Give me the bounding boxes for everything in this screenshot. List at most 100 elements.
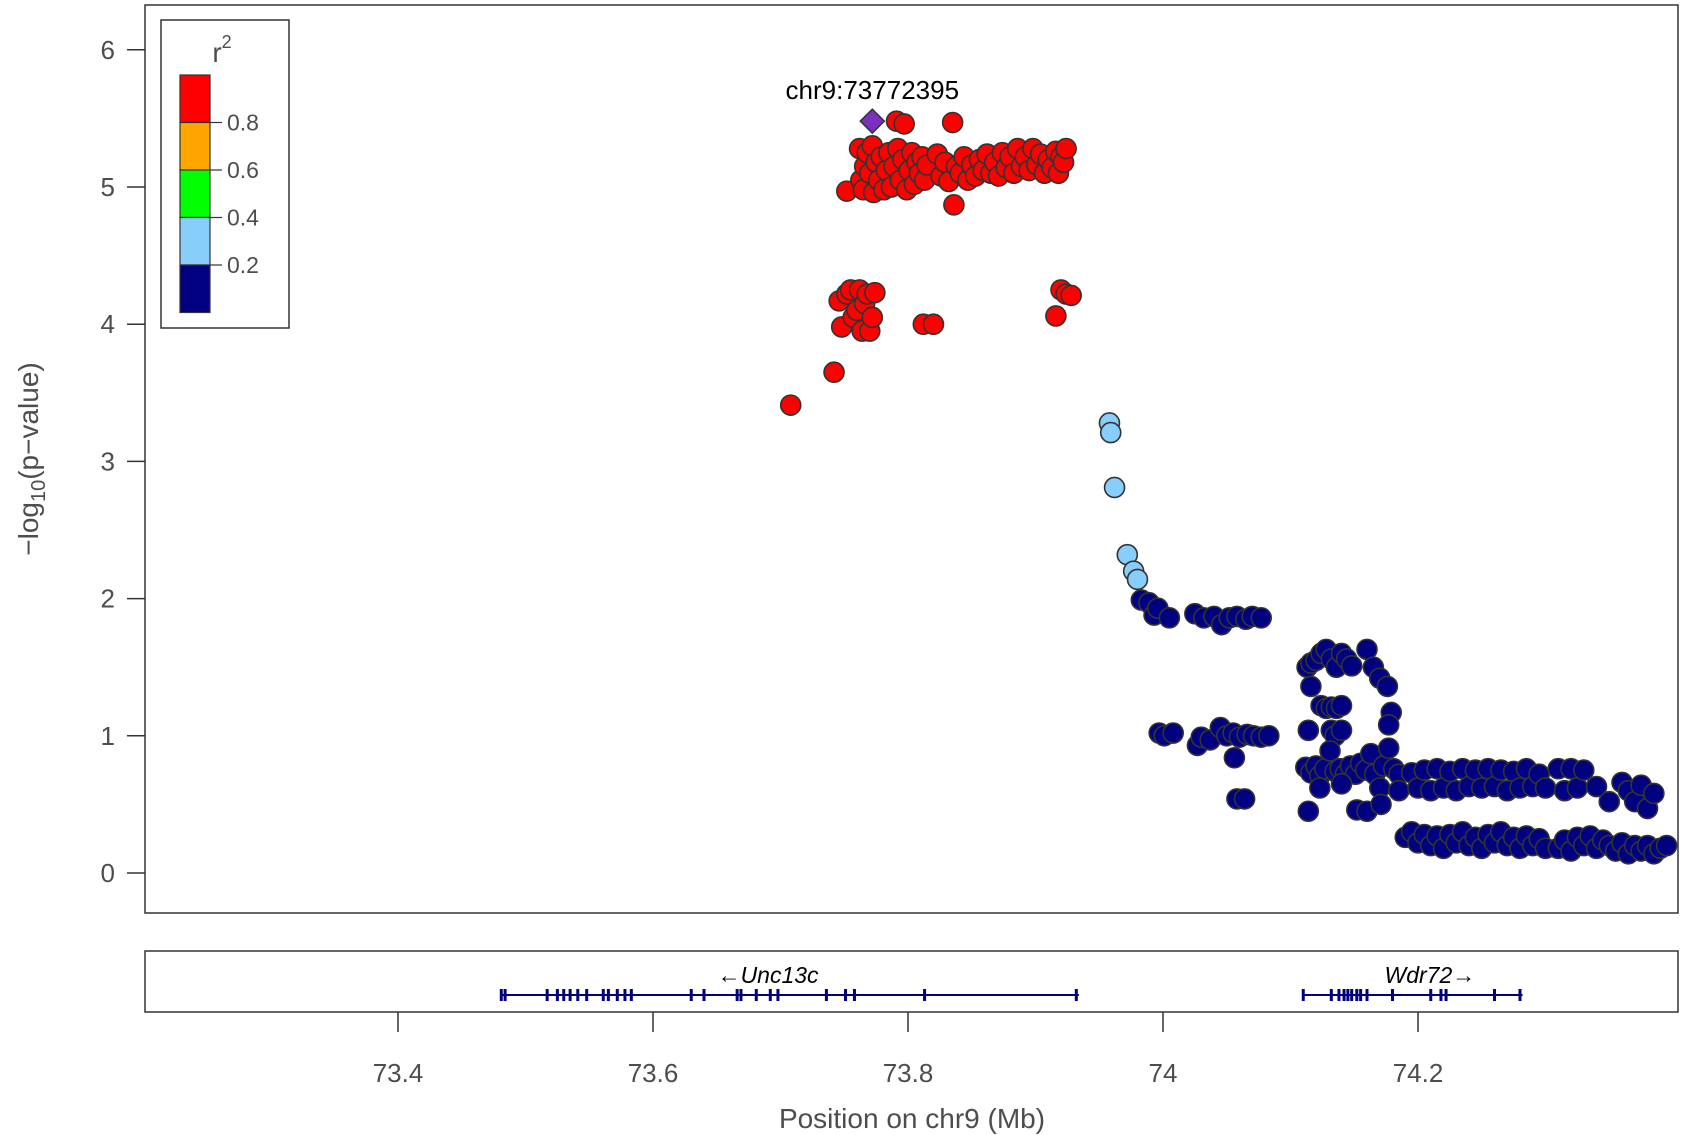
lead-snp-marker [859, 108, 886, 135]
data-point [1330, 773, 1353, 795]
y-tick-label: 3 [101, 446, 115, 476]
gene-exon [1391, 989, 1394, 1001]
data-point [1643, 782, 1665, 805]
gene-exon [606, 989, 610, 1001]
y-tick-label: 6 [101, 35, 115, 65]
data-point [922, 313, 945, 336]
data-point [1356, 638, 1378, 661]
gene-strand-arrow: ← [718, 962, 741, 988]
data-point [1319, 740, 1341, 762]
gene-track-frame [144, 950, 1679, 1013]
gene-exon [1439, 989, 1443, 1001]
data-point [1377, 737, 1400, 759]
gene-label: Wdr72→ [1385, 962, 1476, 988]
data-point [1233, 788, 1256, 810]
x-axis: 73.4 73.6 73.8 74 74.2 [373, 1012, 1444, 1088]
y-axis-title: −log10(p−value) [13, 362, 50, 555]
gene-exon [1342, 989, 1346, 1001]
data-point [1060, 284, 1082, 307]
data-point [1330, 694, 1353, 717]
data-point [1297, 719, 1320, 742]
data-point [861, 306, 884, 329]
legend-color-bins: 0.8 0.6 0.4 0.2 [179, 74, 259, 314]
gene-exon [585, 989, 589, 1001]
y-axis-title-sub: 10 [28, 480, 50, 502]
gene-exon [568, 989, 572, 1001]
gene-exon [623, 989, 627, 1001]
gene-exon [1429, 989, 1433, 1001]
gene-exon [545, 989, 549, 1001]
x-tick-label: 74.2 [1393, 1058, 1444, 1088]
gene-exon [824, 989, 828, 1001]
gene-exon [1337, 989, 1341, 1001]
gene-exon [1518, 989, 1522, 1001]
data-point [1585, 775, 1608, 798]
legend-bin [179, 121, 211, 171]
legend-tick-label: 0.6 [227, 157, 259, 183]
data-point [1055, 137, 1077, 160]
gene-exon [615, 989, 619, 1001]
gene-name: Wdr72 [1385, 962, 1453, 988]
data-point [1534, 777, 1557, 799]
gene-exon [739, 989, 743, 1001]
x-tick-label: 73.4 [373, 1058, 424, 1088]
x-tick-label: 74 [1149, 1058, 1178, 1088]
y-tick-label: 4 [101, 309, 115, 339]
gene-exon [844, 989, 848, 1001]
y-tick-label: 2 [101, 584, 115, 614]
data-point [1572, 759, 1595, 781]
data-point [1258, 724, 1280, 747]
gene-exon [768, 989, 772, 1001]
data-point [1655, 834, 1678, 857]
legend-tick-label: 0.4 [227, 205, 259, 231]
data-point [1300, 675, 1322, 698]
legend-title-main: r [212, 37, 221, 68]
y-tick-label: 1 [101, 721, 115, 751]
y-axis: 0 1 2 3 4 5 6 [101, 35, 145, 888]
legend-tick-label: 0.2 [227, 252, 259, 278]
x-axis-title: Position on chr9 (Mb) [779, 1103, 1045, 1134]
y-axis-title-main: −log [13, 502, 44, 556]
legend-tick-label: 0.8 [227, 110, 259, 136]
lead-snp-label: chr9:73772395 [786, 75, 959, 105]
data-point [1250, 607, 1272, 629]
data-point [1566, 777, 1589, 799]
y-tick-label: 0 [101, 858, 115, 888]
legend-title: r2 [212, 32, 231, 68]
data-point [1045, 305, 1067, 327]
data-point [1223, 746, 1246, 769]
gene-exon [1365, 989, 1369, 1001]
x-tick-label: 73.8 [883, 1058, 934, 1088]
gene-strand-arrow: → [1452, 962, 1475, 988]
gene-exon [562, 989, 566, 1001]
data-point [893, 113, 915, 135]
gene-exon [1301, 989, 1305, 1001]
data-point [1126, 568, 1149, 591]
gene-label: ←Unc13c [718, 962, 819, 988]
gene-exon [689, 989, 693, 1001]
gene-exon [1329, 989, 1333, 1001]
data-point [943, 194, 965, 216]
scatter-points [779, 110, 1678, 865]
data-point [1297, 800, 1320, 823]
legend-bin [179, 264, 211, 314]
data-point [1330, 719, 1353, 742]
data-point [1103, 476, 1126, 499]
lead-snp-group: chr9:73772395 [786, 75, 959, 135]
data-point [1158, 607, 1181, 629]
gene-exon [601, 989, 605, 1001]
gene-track: ←Unc13c Wdr72→ [499, 962, 1523, 1001]
gene-exon [1346, 989, 1350, 1001]
gene-exon [776, 989, 780, 1001]
data-point [864, 281, 886, 304]
gene-exon [852, 989, 856, 1001]
gene-exon [923, 989, 927, 1001]
data-point [1598, 790, 1621, 813]
gene-exon [629, 989, 633, 1001]
gene-exon [1493, 989, 1496, 1001]
data-point [1370, 793, 1392, 816]
gene-exon [1350, 989, 1354, 1001]
legend-bin [179, 74, 211, 124]
main-plot-frame [144, 4, 1679, 914]
